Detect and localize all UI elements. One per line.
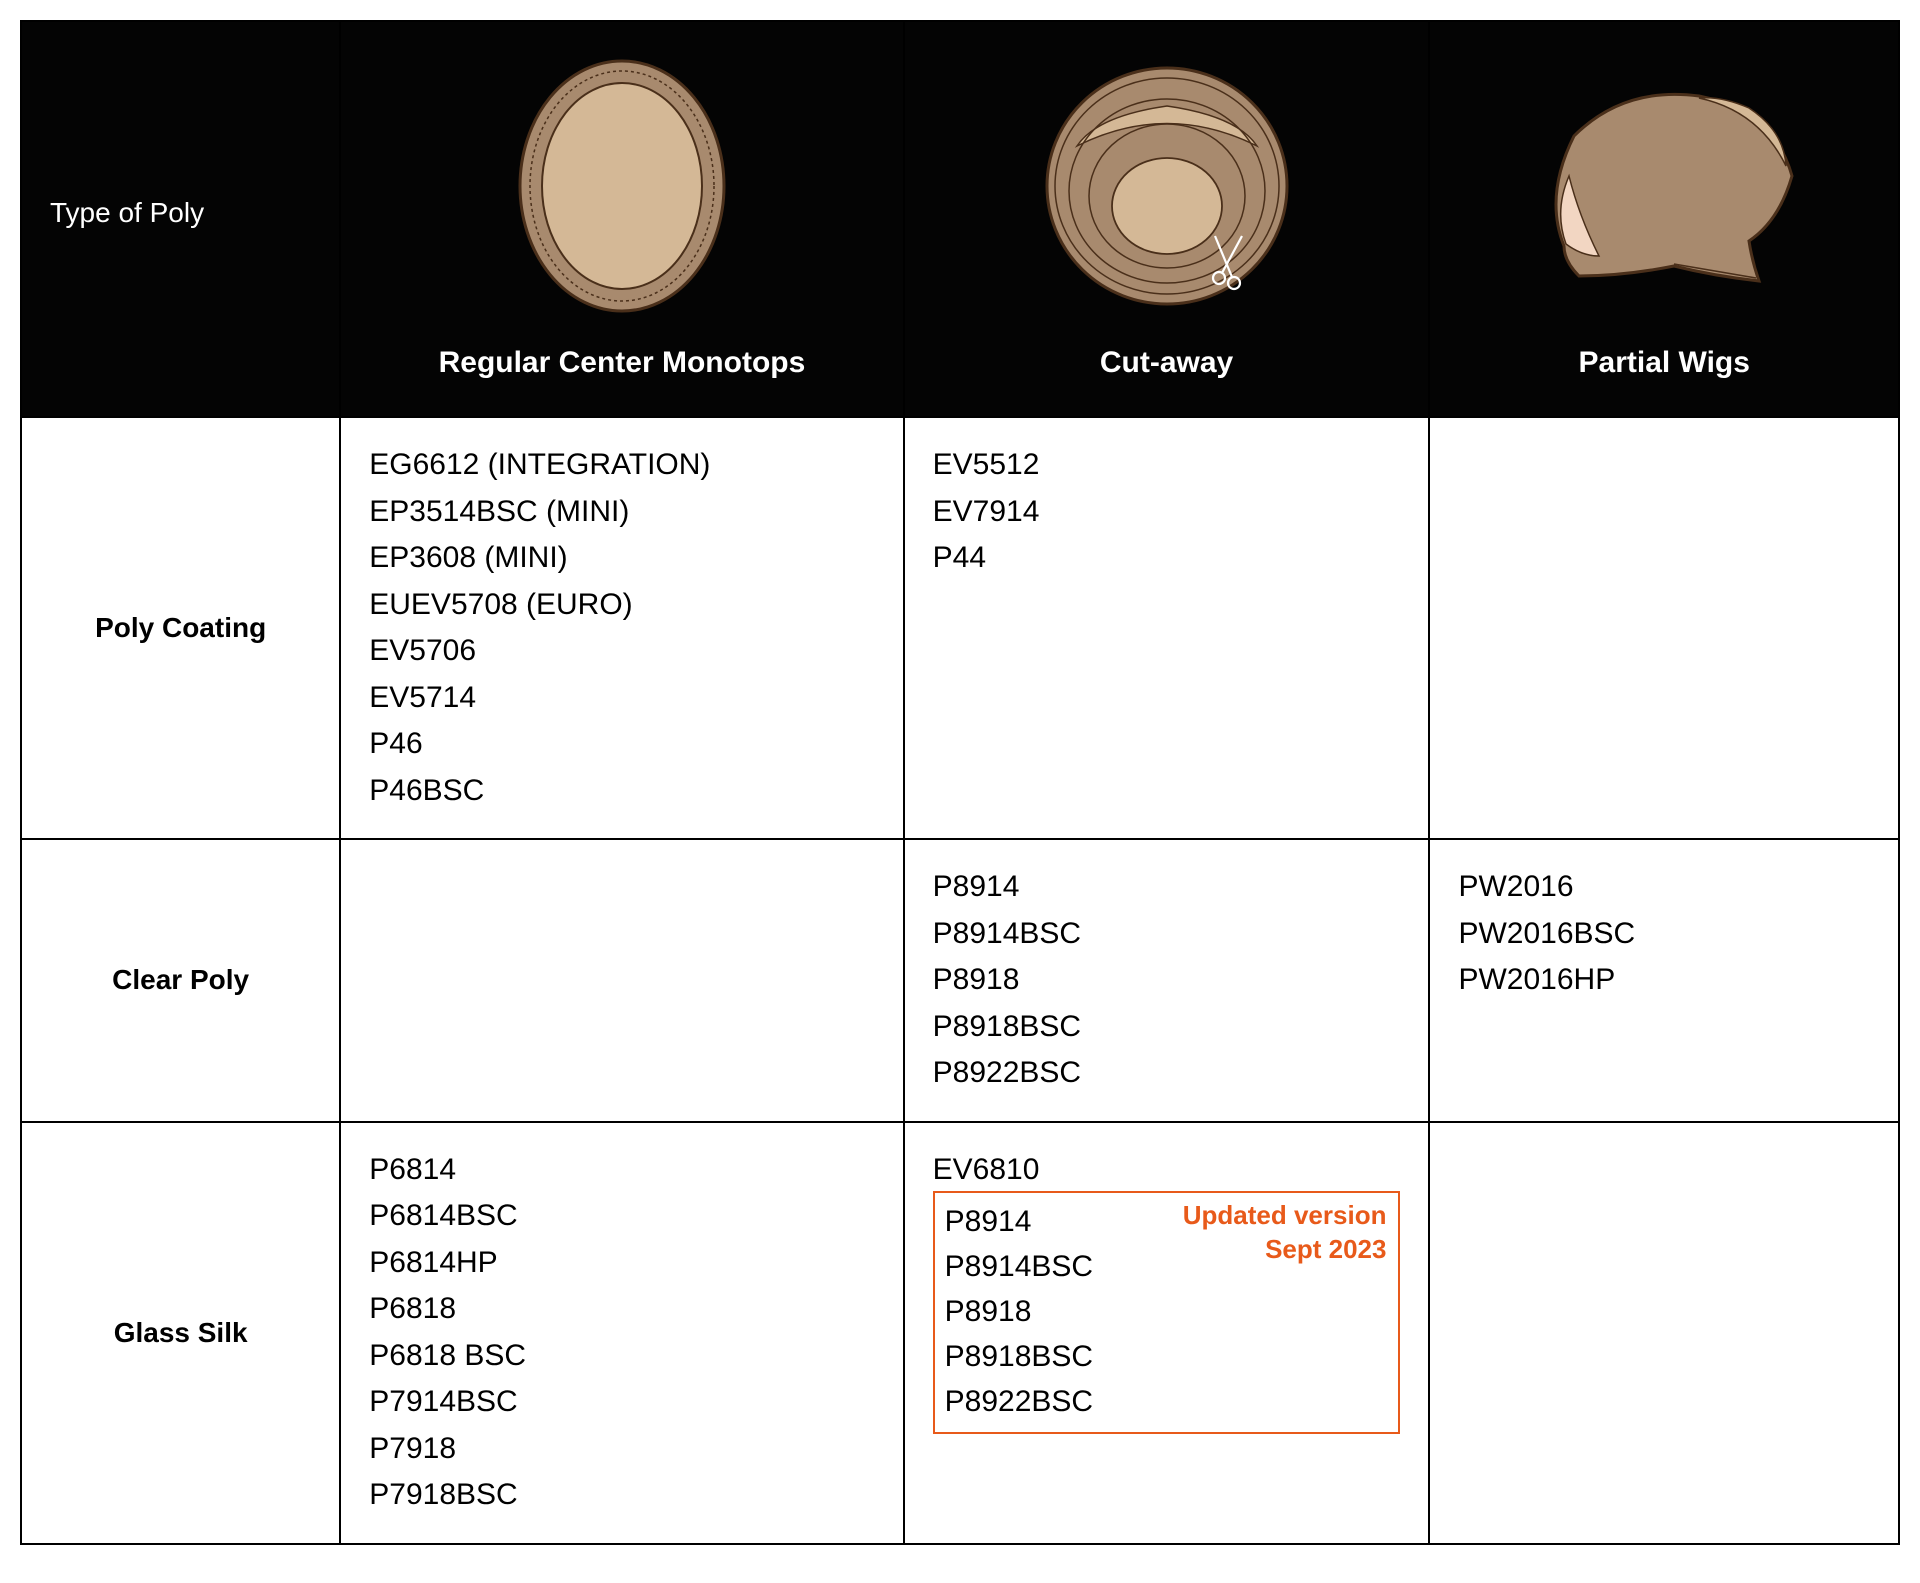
partial-wig-icon <box>1458 46 1870 326</box>
header-col1-label: Regular Center Monotops <box>369 346 874 380</box>
cell-clear-poly-partial: PW2016 PW2016BSC PW2016HP <box>1429 839 1899 1122</box>
table-row: Clear Poly P8914 P8914BSC P8918 P8918BSC… <box>21 839 1899 1122</box>
cutaway-icon <box>933 46 1401 326</box>
update-note-line2: Sept 2023 <box>1265 1234 1386 1264</box>
list-content: EG6612 (INTEGRATION) EP3514BSC (MINI) EP… <box>369 442 874 814</box>
list-content: PW2016 PW2016BSC PW2016HP <box>1458 864 1870 1004</box>
update-note-line1: Updated version <box>1183 1200 1387 1230</box>
list-content: P8914 P8914BSC P8918 P8918BSC P8922BSC <box>933 864 1401 1097</box>
header-cut-away: Cut-away <box>904 21 1430 417</box>
cell-glass-silk-cutaway: EV6810 Updated version Sept 2023 P8914 P… <box>904 1122 1430 1544</box>
header-regular-center-monotops: Regular Center Monotops <box>340 21 903 417</box>
cell-glass-silk-partial <box>1429 1122 1899 1544</box>
cell-clear-poly-cutaway: P8914 P8914BSC P8918 P8918BSC P8922BSC <box>904 839 1430 1122</box>
table-row: Glass Silk P6814 P6814BSC P6814HP P6818 … <box>21 1122 1899 1544</box>
header-col3-label: Partial Wigs <box>1458 346 1870 380</box>
row-label-clear-poly: Clear Poly <box>21 839 340 1122</box>
updated-version-note: Updated version Sept 2023 <box>1183 1199 1387 1267</box>
poly-type-table: Type of Poly Regular Center Monotops <box>20 20 1900 1545</box>
list-content: P6814 P6814BSC P6814HP P6818 P6818 BSC P… <box>369 1147 874 1519</box>
cell-glass-silk-regular: P6814 P6814BSC P6814HP P6818 P6818 BSC P… <box>340 1122 903 1544</box>
header-type-of-poly: Type of Poly <box>21 21 340 417</box>
list-content: EV6810 <box>933 1147 1401 1194</box>
header-type-label: Type of Poly <box>50 197 204 228</box>
row-label-glass-silk: Glass Silk <box>21 1122 340 1544</box>
cell-poly-coating-cutaway: EV5512 EV7914 P44 <box>904 417 1430 839</box>
row-label-poly-coating: Poly Coating <box>21 417 340 839</box>
header-col2-label: Cut-away <box>933 346 1401 380</box>
updated-version-box: Updated version Sept 2023 P8914 P8914BSC… <box>933 1191 1401 1434</box>
table-row: Poly Coating EG6612 (INTEGRATION) EP3514… <box>21 417 1899 839</box>
cell-poly-coating-partial <box>1429 417 1899 839</box>
header-row: Type of Poly Regular Center Monotops <box>21 21 1899 417</box>
cell-poly-coating-regular: EG6612 (INTEGRATION) EP3514BSC (MINI) EP… <box>340 417 903 839</box>
list-content: EV5512 EV7914 P44 <box>933 442 1401 582</box>
monotop-icon <box>369 46 874 326</box>
header-partial-wigs: Partial Wigs <box>1429 21 1899 417</box>
cell-clear-poly-regular <box>340 839 903 1122</box>
